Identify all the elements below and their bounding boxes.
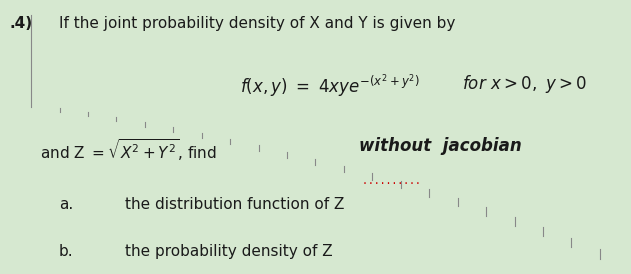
Text: b.: b. (59, 244, 74, 259)
Text: $f(x, y)\ =\ 4xye^{-(x^2+y^2)}$: $f(x, y)\ =\ 4xye^{-(x^2+y^2)}$ (240, 73, 420, 100)
Text: the probability density of Z: the probability density of Z (125, 244, 333, 259)
Text: and Z $= \sqrt{X^2 + Y^2}$, find: and Z $= \sqrt{X^2 + Y^2}$, find (40, 137, 217, 163)
Text: a.: a. (59, 197, 73, 212)
Text: $for\ x > 0,\ y > 0$: $for\ x > 0,\ y > 0$ (463, 73, 587, 95)
Text: ..........: .......... (362, 176, 539, 186)
Text: without  jacobian: without jacobian (359, 137, 522, 155)
Text: .4): .4) (9, 16, 32, 31)
Text: the distribution function of Z: the distribution function of Z (125, 197, 344, 212)
Text: If the joint probability density of X and Y is given by: If the joint probability density of X an… (59, 16, 456, 31)
